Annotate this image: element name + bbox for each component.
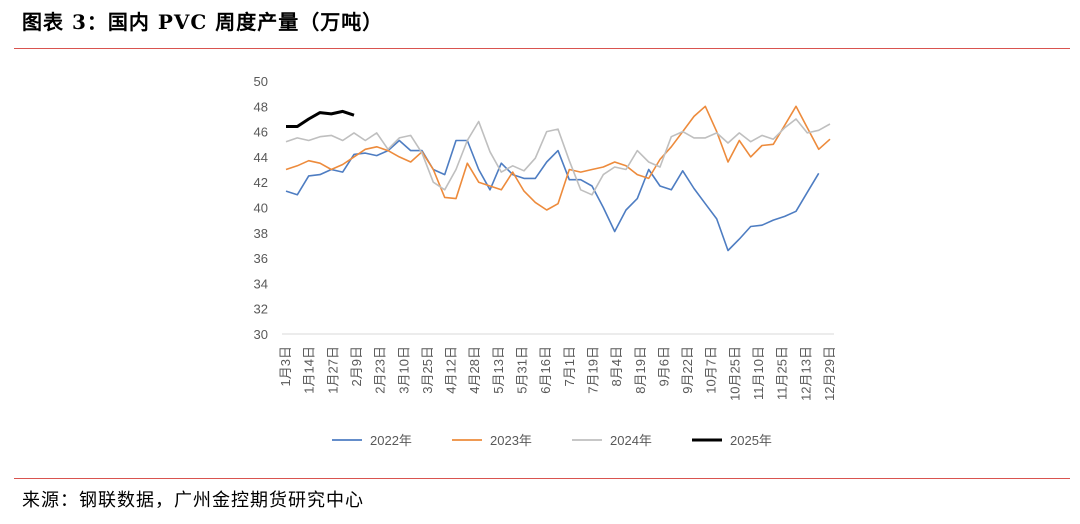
source-note: 来源：钢联数据，广州金控期货研究中心 (22, 490, 364, 511)
x-tick-label: 8月4日 (609, 346, 624, 386)
x-tick-label: 12月13日 (798, 346, 813, 401)
x-tick-label: 10月7日 (704, 346, 719, 394)
x-tick-label: 1月3日 (278, 346, 293, 386)
x-tick-label: 12月29日 (822, 346, 837, 401)
line-chart: 30 32 34 36 38 40 42 44 46 48 50 1月3日 1月14日 1月27日 2月9… (254, 74, 837, 448)
x-tick-label: 9月6日 (656, 346, 671, 386)
chart-title: 图表 3：国内 PVC 周度产量（万吨） (22, 10, 384, 34)
x-tick-label: 6月16日 (538, 346, 553, 394)
x-tick-label: 4月28日 (467, 346, 482, 394)
y-axis: 30 32 34 36 38 40 42 44 46 48 50 (254, 74, 268, 342)
x-tick-label: 2月9日 (349, 346, 364, 386)
x-tick-label: 11月10日 (751, 346, 766, 400)
legend-label: 2022年 (370, 433, 412, 448)
x-tick-label: 7月19日 (585, 346, 600, 394)
x-tick-label: 11月25日 (775, 346, 790, 400)
x-tick-label: 10月25日 (727, 346, 742, 401)
footer-divider (14, 478, 1070, 479)
series-line (285, 105, 831, 211)
x-axis: 1月3日 1月14日 1月27日 2月9日 2月23日 3月10日 3月25日 4月12日 4月… (278, 346, 837, 401)
series-line (285, 139, 820, 252)
y-tick-label: 50 (254, 74, 268, 89)
y-tick-label: 32 (254, 302, 268, 317)
x-tick-label: 3月10日 (396, 346, 411, 394)
x-tick-label: 5月31日 (515, 346, 530, 394)
y-tick-label: 46 (254, 125, 268, 140)
x-tick-label: 1月27日 (325, 346, 340, 394)
legend-label: 2025年 (730, 433, 772, 448)
x-tick-label: 4月12日 (444, 346, 459, 394)
y-tick-label: 30 (254, 327, 268, 342)
y-tick-label: 40 (254, 201, 268, 216)
x-tick-label: 8月19日 (633, 346, 648, 394)
y-tick-label: 34 (254, 276, 268, 291)
y-tick-label: 42 (254, 175, 268, 190)
header-divider (14, 48, 1070, 49)
y-tick-label: 44 (254, 150, 268, 165)
x-tick-label: 5月13日 (491, 346, 506, 394)
x-tick-label: 2月23日 (373, 346, 388, 394)
y-tick-label: 38 (254, 226, 268, 241)
y-tick-label: 36 (254, 251, 268, 266)
series-layer (285, 105, 831, 252)
legend-label: 2024年 (610, 433, 652, 448)
series-line (285, 118, 831, 196)
legend: 2022年 2023年 2024年 2025年 (332, 433, 772, 448)
x-tick-label: 7月1日 (562, 346, 577, 386)
legend-label: 2023年 (490, 433, 532, 448)
x-tick-label: 9月22日 (680, 346, 695, 394)
y-tick-label: 48 (254, 99, 268, 114)
x-tick-label: 3月25日 (420, 346, 435, 394)
series-line (286, 109, 355, 128)
x-tick-label: 1月14日 (302, 346, 317, 394)
